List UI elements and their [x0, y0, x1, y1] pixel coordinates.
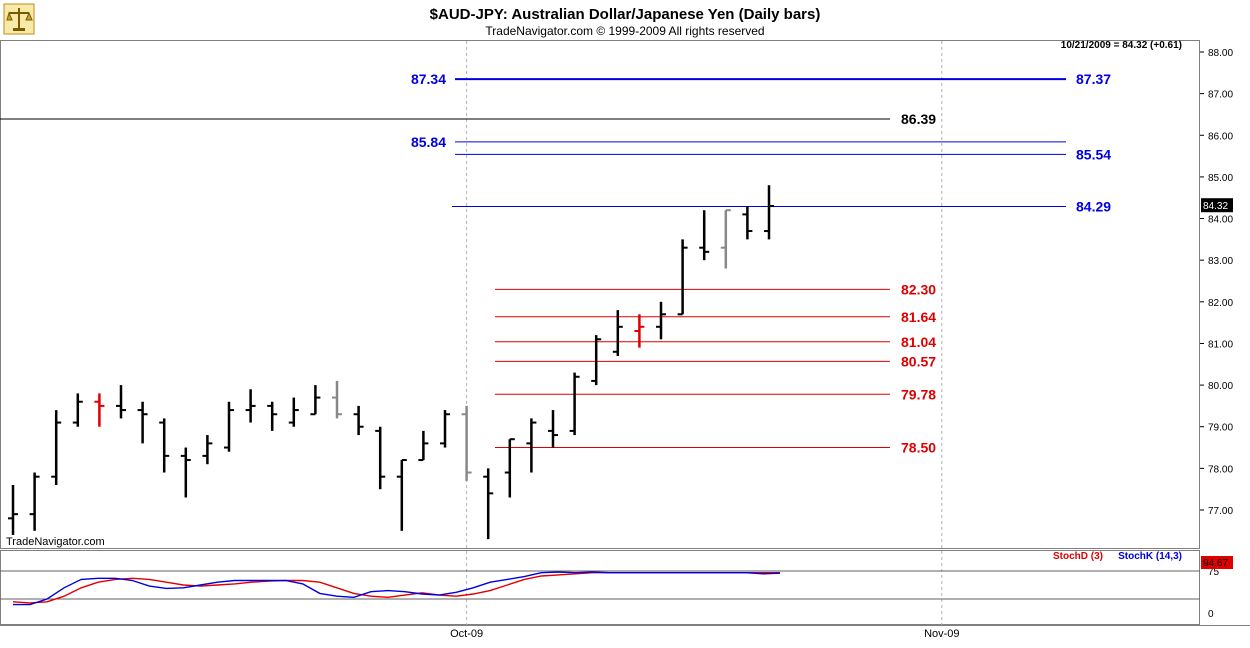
y-tick-label: 81.00 [1208, 339, 1233, 350]
level-label: 85.54 [1076, 146, 1111, 162]
ohlc-bar [353, 405, 364, 436]
last-price-box [1201, 198, 1233, 213]
level-label-right: 87.37 [1076, 71, 1111, 87]
ohlc-bar [29, 472, 40, 531]
level-label: 79.78 [901, 386, 936, 402]
y-tick-label: 77.00 [1208, 506, 1233, 517]
ohlc-bar [159, 418, 170, 473]
ohlc-bar [699, 210, 710, 261]
y-tick-label: 79.00 [1208, 423, 1233, 434]
ohlc-bar [720, 209, 731, 269]
level-label: 81.64 [901, 309, 936, 325]
y-tick-label: 84.00 [1208, 215, 1233, 226]
stoch-panel-frame [0, 550, 1200, 625]
ohlc-bar [440, 410, 450, 448]
y-tick-label: 78.00 [1208, 464, 1233, 475]
legend-stochk: StochK (14,3) [1118, 551, 1182, 562]
legend-stochd: StochD (3) [1053, 551, 1103, 562]
ohlc-bar [483, 468, 494, 540]
stoch-last-box [1201, 556, 1233, 569]
ohlc-bar [461, 405, 472, 481]
price-quote: 10/21/2009 = 84.32 (+0.61) [1061, 40, 1182, 51]
ohlc-bar [396, 459, 407, 531]
ohlc-bar [72, 393, 83, 427]
level-label: 80.57 [901, 353, 936, 369]
stoch-last-label: 94.67 [1203, 558, 1228, 569]
ohlc-bar [591, 335, 602, 386]
x-tick-label: Nov-09 [924, 628, 959, 640]
watermark: TradeNavigator.com [6, 536, 105, 548]
ohlc-bar [656, 301, 666, 340]
chart-subtitle: TradeNavigator.com © 1999-2009 All right… [485, 24, 764, 38]
ohlc-bar [375, 426, 386, 490]
level-label: 87.34 [411, 71, 446, 87]
last-price-label: 84.32 [1203, 201, 1228, 212]
y-tick-label: 82.00 [1208, 298, 1233, 309]
ohlc-bar [94, 393, 105, 427]
chart-title: $AUD-JPY: Australian Dollar/Japanese Yen… [430, 6, 821, 23]
level-label: 82.30 [901, 281, 936, 297]
ohlc-bar [8, 485, 18, 535]
ohlc-bar [526, 418, 537, 473]
ohlc-bar [742, 206, 753, 240]
ohlc-bar [116, 385, 126, 419]
y-tick-label: 80.00 [1208, 381, 1233, 392]
ohlc-bar [245, 389, 256, 423]
y-tick-label: 85.00 [1208, 173, 1233, 184]
price-panel-frame [0, 40, 1200, 549]
ohlc-bar [504, 438, 515, 498]
y-tick-label: 86.00 [1208, 131, 1233, 142]
scales-icon [3, 3, 35, 35]
ohlc-bar [180, 447, 191, 498]
level-label: 86.39 [901, 111, 936, 127]
y-tick-label: 87.00 [1208, 90, 1233, 101]
ohlc-bar [310, 385, 321, 416]
y-tick-label: 88.00 [1208, 48, 1233, 59]
ohlc-bar [137, 401, 148, 444]
ohlc-bar [224, 401, 234, 452]
ohlc-bar [51, 410, 62, 486]
ohlc-bar [569, 372, 580, 436]
ohlc-bar [332, 380, 342, 419]
x-tick-label: Oct-09 [450, 628, 483, 640]
ohlc-bar [548, 410, 558, 448]
ohlc-bar [288, 397, 299, 427]
level-label: 78.50 [901, 440, 936, 456]
level-label: 85.84 [411, 134, 446, 150]
stoch-tick-label: 0 [1208, 609, 1214, 620]
ohlc-bar [202, 435, 213, 465]
stoch-line-blue [13, 571, 781, 606]
ohlc-bar [418, 430, 429, 462]
ohlc-bar [677, 239, 688, 316]
ohlc-bar [764, 185, 774, 240]
level-label: 81.04 [901, 334, 936, 350]
ohlc-bar [612, 310, 623, 356]
y-tick-label: 83.00 [1208, 256, 1233, 267]
ohlc-bar [634, 314, 645, 348]
stoch-tick-label: 75 [1208, 567, 1220, 578]
level-label: 84.29 [1076, 198, 1111, 214]
ohlc-bar [267, 401, 278, 431]
